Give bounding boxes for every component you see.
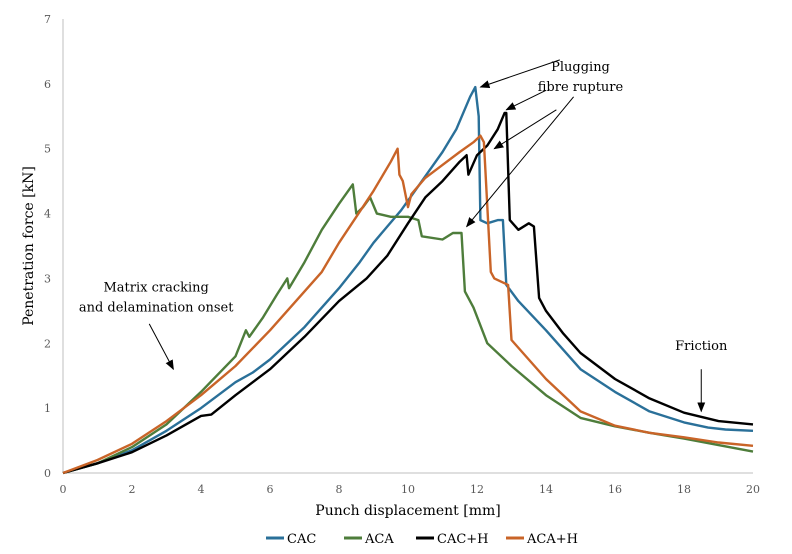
y-tick-label: 3 — [44, 272, 51, 285]
x-tick-label: 14 — [539, 483, 553, 496]
x-tick-label: 12 — [470, 483, 484, 496]
annotation-label: Plugging — [551, 60, 610, 75]
y-tick-label: 6 — [44, 78, 51, 91]
x-tick-label: 4 — [198, 483, 205, 496]
y-axis-title-group: Penetration force [kN] — [21, 166, 37, 326]
y-tick-label: 7 — [44, 13, 51, 26]
legend-label: CAC — [287, 532, 316, 547]
y-axis-title: Penetration force [kN] — [21, 166, 37, 326]
annotation-arrow — [479, 59, 560, 88]
annotation-arrow — [493, 109, 557, 150]
annotation-label: and delamination onset — [79, 300, 234, 315]
y-tick-label: 4 — [44, 208, 51, 221]
annotation-label: Matrix cracking — [103, 280, 208, 295]
legend: CAC ACA CAC+H ACA+H — [266, 532, 578, 547]
series-layer — [62, 85, 754, 475]
series-line-aca-h — [62, 134, 754, 475]
y-tick-label: 5 — [44, 143, 51, 156]
x-tick-label: 2 — [129, 483, 136, 496]
annotation-arrow — [466, 96, 574, 228]
x-tick-label: 18 — [677, 483, 691, 496]
y-tick-label: 2 — [44, 337, 51, 350]
y-tick-label: 0 — [44, 467, 51, 480]
x-tick-label: 20 — [746, 483, 760, 496]
x-tick-label: 6 — [267, 483, 274, 496]
x-tick-label: 0 — [60, 483, 67, 496]
legend-label: CAC+H — [437, 532, 489, 547]
annotation-layer: Plugging fibre rupture Matrix cracking and … — [79, 59, 728, 413]
series-line-cac — [62, 85, 754, 475]
x-tick-label: 10 — [401, 483, 415, 496]
series-line-cac-h — [62, 111, 754, 475]
annotation-arrow — [148, 323, 174, 371]
annotation-arrow — [505, 89, 547, 111]
legend-label: ACA — [364, 532, 394, 547]
y-tick-label: 1 — [44, 402, 51, 415]
x-axis-title: Punch displacement [mm] — [315, 503, 500, 519]
annotation-label: Friction — [675, 339, 728, 354]
series-line-aca — [62, 183, 754, 475]
x-tick-label: 16 — [608, 483, 622, 496]
x-tick-label: 8 — [336, 483, 343, 496]
legend-label: ACA+H — [526, 532, 578, 547]
annotation-label: fibre rupture — [538, 80, 624, 95]
